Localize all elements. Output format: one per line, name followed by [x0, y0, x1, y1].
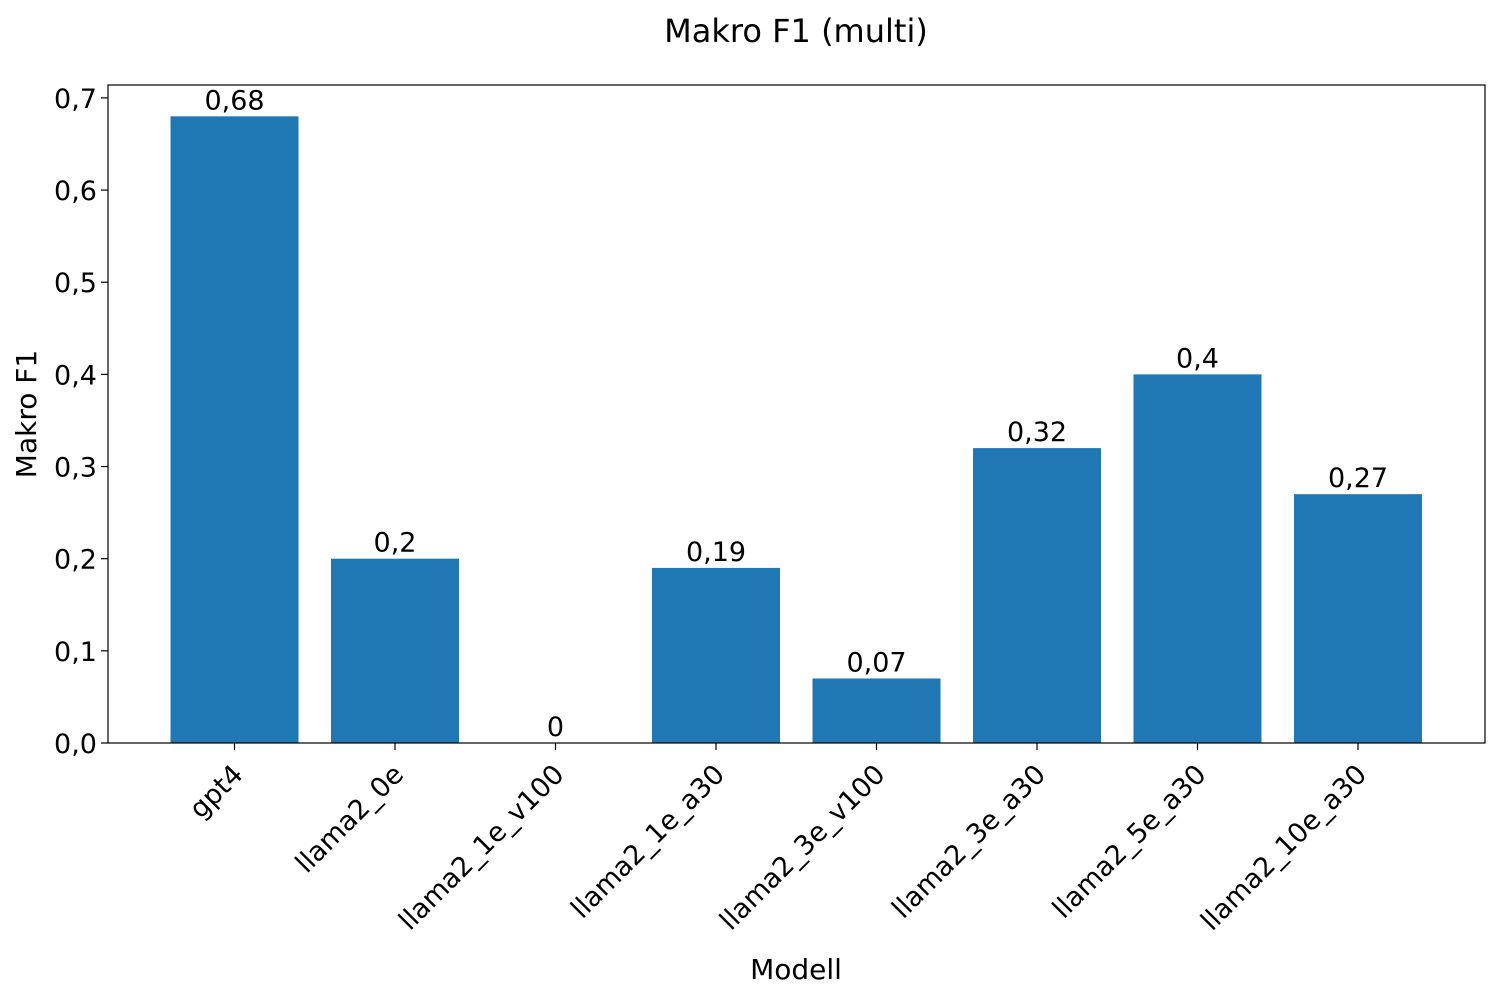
y-tick-label-6: 0,6 [54, 176, 97, 207]
y-tick-label-1: 0,1 [54, 637, 97, 668]
y-axis-label: Makro F1 [10, 350, 43, 478]
y-tick-label-7: 0,7 [54, 84, 97, 115]
data-label-llama2_3e_a30: 0,32 [1007, 417, 1067, 448]
x-tick-label-llama2_10e_a30: llama2_10e_a30 [1195, 759, 1373, 937]
bar-llama2_0e [331, 558, 459, 743]
x-tick-label-llama2_3e_a30: llama2_3e_a30 [886, 759, 1052, 925]
x-axis-label: Modell [750, 953, 842, 986]
data-label-llama2_1e_a30: 0,19 [686, 537, 746, 568]
bar-llama2_3e_a30 [973, 448, 1101, 743]
plot-frame [107, 84, 1486, 744]
x-tick-label-llama2_0e: llama2_0e [290, 759, 410, 879]
chart-title: Makro F1 (multi) [664, 12, 928, 50]
x-tick-label-llama2_5e_a30: llama2_5e_a30 [1047, 759, 1213, 925]
y-axis: 0,0 0,1 0,2 0,3 0,4 0,5 0,6 0,7 [54, 84, 108, 760]
bar-llama2_5e_a30 [1133, 374, 1262, 743]
y-tick-label-3: 0,3 [54, 453, 97, 484]
x-tick-label-llama2_3e_v100: llama2_3e_v100 [714, 759, 891, 936]
x-tick-label-llama2_1e_a30: llama2_1e_a30 [565, 759, 731, 925]
y-tick-label-2: 0,2 [54, 545, 97, 576]
data-label-llama2_10e_a30: 0,27 [1328, 463, 1388, 494]
bar-llama2_1e_a30 [652, 567, 780, 743]
x-axis: gpt4 llama2_0ellama2_1e_v100llama2_1e_a30… [184, 743, 1373, 937]
data-label-gpt4: 0,68 [204, 85, 264, 116]
x-tick-label-gpt4: gpt4 [184, 759, 250, 825]
data-label-llama2_0e: 0,2 [374, 528, 417, 559]
bar-llama2_3e_v100 [812, 678, 941, 743]
x-tick-label-llama2_1e_v100: llama2_1e_v100 [393, 759, 570, 936]
bars-group [170, 116, 1422, 744]
data-label-llama2_5e_a30: 0,4 [1176, 343, 1219, 374]
y-tick-label-5: 0,5 [54, 268, 97, 299]
y-tick-label-4: 0,4 [54, 360, 97, 391]
y-tick-label-0: 0,0 [54, 729, 97, 760]
bar-llama2_10e_a30 [1294, 494, 1422, 743]
bar-gpt4 [170, 116, 299, 744]
data-label-llama2_1e_v100: 0 [547, 712, 564, 743]
data-labels-group: 0,68 0,2 0 0,19 0,07 0,32 0,4 0,27 [204, 85, 1388, 743]
data-label-llama2_3e_v100: 0,07 [846, 647, 906, 678]
